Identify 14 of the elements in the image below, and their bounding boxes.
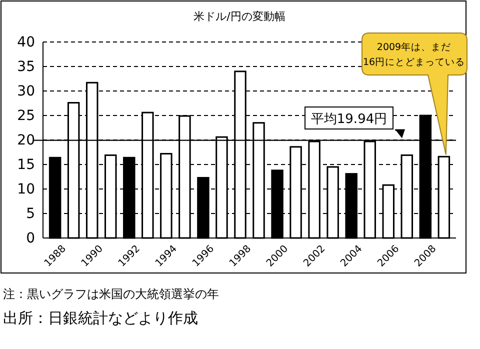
y-tick-label: 15 (17, 156, 35, 173)
text: 注：黒いグラフは米国の大統領選挙の年 (3, 287, 219, 301)
y-tick-label: 0 (26, 230, 35, 246)
chart-title: 米ドル/円の変動幅 (194, 10, 286, 23)
annotation: 2009年は、まだ 16円にとどまっている (362, 41, 466, 68)
y-tick-label: 35 (17, 58, 35, 75)
y-tick-label: 5 (26, 206, 35, 222)
y-tick-label: 20 (17, 132, 35, 148)
ref-line-label: 平均19.94円 (310, 112, 388, 127)
y-tick-label: 40 (17, 34, 35, 50)
text: 出所：日銀統計などより作成 (3, 309, 198, 327)
y-tick-label: 30 (17, 83, 35, 100)
y-tick-label: 10 (17, 181, 35, 198)
y-tick-label: 25 (17, 108, 35, 124)
